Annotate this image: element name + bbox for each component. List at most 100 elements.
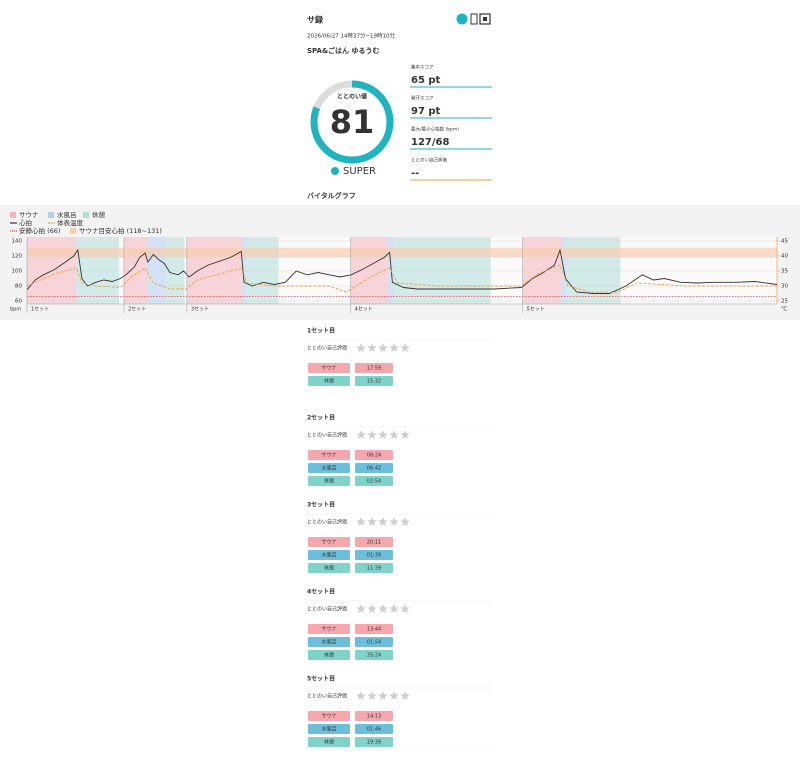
duration-pill [355,637,393,647]
duration-pill [355,737,393,747]
rating-star[interactable] [389,604,399,613]
phase-pill [308,563,350,573]
rating-star[interactable] [356,691,366,700]
score-value: -- [411,168,419,179]
rating-label: ととのい自己評価 [307,432,347,439]
rating-star[interactable] [400,343,410,352]
set-title: 5セット目 [307,675,335,683]
phase-duration: 13:44 [367,627,381,633]
rating-star[interactable] [367,604,377,613]
score-value: 97 pt [411,106,441,117]
legend-swatch [10,212,16,218]
set-label: 2セット [128,307,146,313]
facility-name: SPA&ごはん ゆるうむ [307,46,380,55]
phase-pill [308,463,350,473]
phase-band [242,237,247,304]
phase-pill [308,724,350,734]
phase-pill [308,537,350,547]
rating-star[interactable] [367,691,377,700]
y2-unit: ℃ [781,306,787,313]
legend-label: 安静心拍 (66) [19,226,60,235]
y2-tick-label: 30 [781,284,788,290]
y-tick-label: 120 [12,254,23,260]
rating-star[interactable] [378,430,388,439]
phase-pill [308,624,350,634]
legend-swatch [48,212,54,218]
phase-label: サウナ [321,365,336,372]
y2-tick-label: 25 [781,299,788,305]
rating-label: ととのい自己評価 [307,606,347,613]
phase-pill [308,550,350,560]
rating-star[interactable] [367,343,377,352]
duration-pill [355,563,393,573]
phase-band [123,237,148,304]
phase-label: 休憩 [324,652,334,659]
set-label: 4セット [355,307,373,313]
rating-star[interactable] [378,604,388,613]
rating-star[interactable] [389,343,399,352]
rating-star[interactable] [400,430,410,439]
heart-rate-line [26,248,778,294]
phase-duration: 01:54 [367,640,381,646]
rating-star[interactable] [356,604,366,613]
rating-label: ととのい自己評価 [307,519,347,526]
rating-star[interactable] [389,517,399,526]
phase-band [186,237,243,304]
rating-label: ととのい自己評価 [307,345,347,352]
y-tick-label: 60 [15,299,22,305]
phase-label: 水風呂 [321,552,336,559]
phase-pill [308,363,350,373]
rating-star[interactable] [356,517,366,526]
y2-tick-label: 35 [781,269,788,275]
legend-label: 体表温度 [57,218,84,227]
phase-pill [308,737,350,747]
rating-label: ととのい自己評価 [307,693,347,700]
gauge-rank: SUPER [343,166,376,177]
score-label: ととのい自己評価 [411,157,447,164]
section-title: バイタルグラフ [307,191,356,200]
y-unit: bpm [10,307,21,313]
legend-label: サウナ目安心拍 (118~131) [79,226,162,235]
phase-band [147,237,166,304]
rating-star[interactable] [378,517,388,526]
rating-star[interactable] [356,343,366,352]
rating-star[interactable] [356,430,366,439]
set-label: 1セット [31,307,49,313]
rating-star[interactable] [367,430,377,439]
legend-label: 心拍 [19,218,32,227]
rating-star[interactable] [378,691,388,700]
rating-star[interactable] [378,343,388,352]
duration-pill [355,476,393,486]
y2-tick-label: 40 [781,254,788,260]
rating-star[interactable] [400,691,410,700]
gauge-arc [310,80,394,164]
phase-band [522,237,562,304]
rating-star[interactable] [389,430,399,439]
phase-label: サウナ [321,539,336,546]
phase-pill [308,650,350,660]
phase-duration: 08:24 [367,453,381,459]
set-title: 4セット目 [307,588,335,596]
rating-star[interactable] [400,517,410,526]
phase-band [350,237,389,304]
duration-pill [355,724,393,734]
set-title: 3セット目 [307,501,335,509]
phase-pill [308,476,350,486]
y-tick-label: 100 [12,269,23,275]
legend-label: 休憩 [92,210,106,219]
phase-duration: 35:24 [367,653,381,659]
logo-mark [483,17,487,21]
phase-duration: 20:11 [367,540,381,546]
gauge-value: 81 [330,103,375,141]
rating-star[interactable] [389,691,399,700]
set-label: 5セット [527,307,545,313]
score-label: 最大/最小心拍数 (bpm) [411,126,459,133]
duration-pill [355,537,393,547]
rating-star[interactable] [400,604,410,613]
phase-duration: 01:46 [367,727,381,733]
y-tick-label: 140 [12,239,23,245]
rating-star[interactable] [367,517,377,526]
logo-mark [470,13,478,25]
score-value: 127/68 [411,137,449,148]
